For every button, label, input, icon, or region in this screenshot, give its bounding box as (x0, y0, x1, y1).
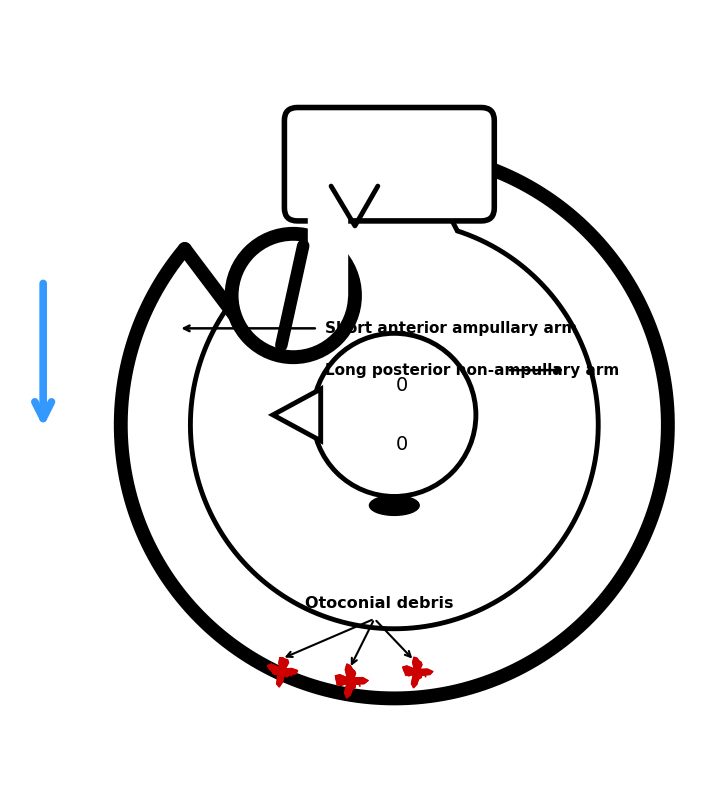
Polygon shape (308, 213, 347, 295)
Circle shape (232, 234, 355, 357)
Polygon shape (273, 389, 321, 441)
Text: 0: 0 (396, 435, 408, 454)
Text: Short anterior ampullary arm: Short anterior ampullary arm (325, 321, 577, 336)
Polygon shape (336, 664, 368, 698)
FancyBboxPatch shape (285, 107, 494, 221)
Text: Otoconial debris: Otoconial debris (305, 596, 454, 611)
Text: 0: 0 (396, 375, 408, 394)
Polygon shape (403, 657, 433, 688)
Text: Long posterior non-ampullary arm: Long posterior non-ampullary arm (325, 363, 619, 378)
Circle shape (313, 333, 476, 496)
Polygon shape (267, 657, 298, 687)
Ellipse shape (370, 495, 419, 515)
